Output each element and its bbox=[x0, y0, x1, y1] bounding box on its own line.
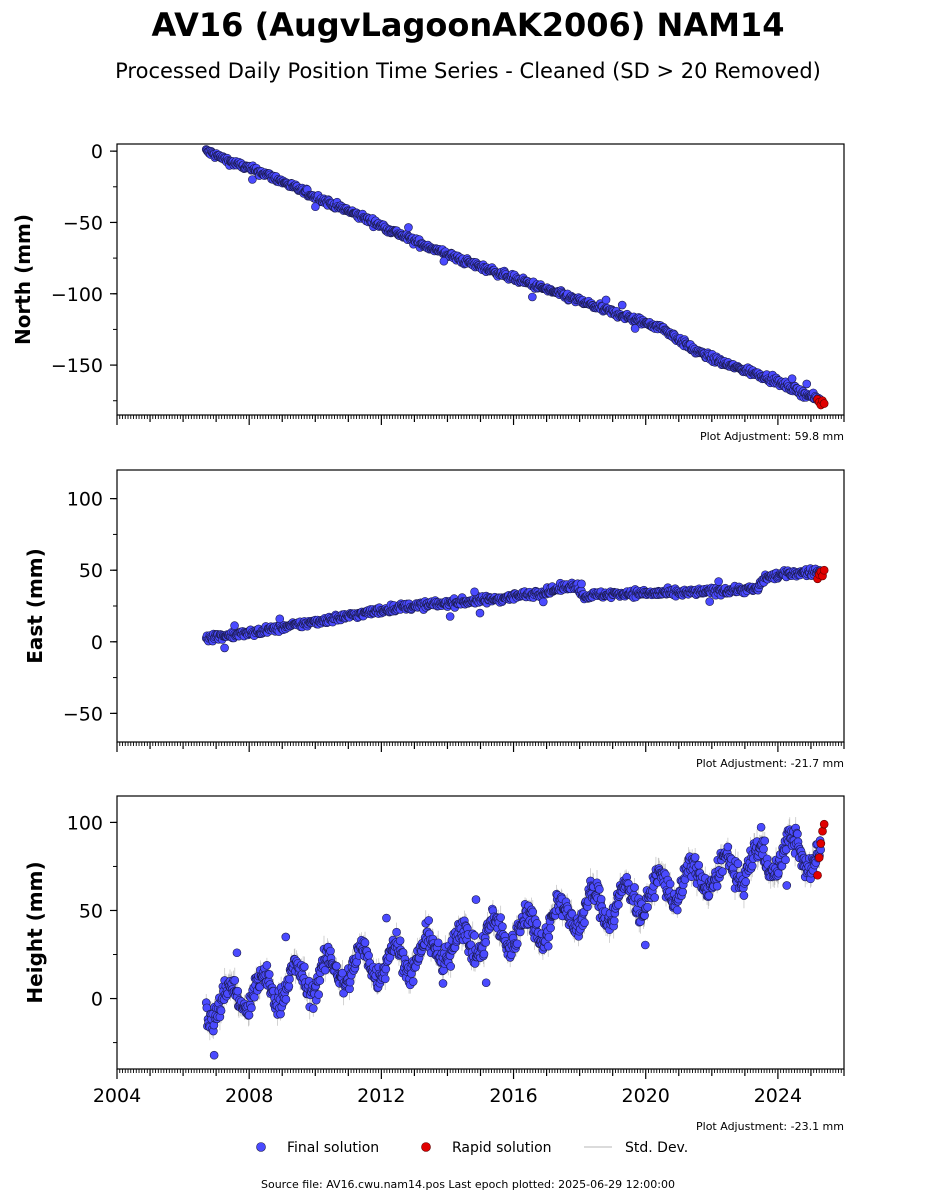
final-point bbox=[802, 379, 812, 389]
final-point bbox=[538, 597, 548, 607]
panel-east: 100 50 0 −50 East (mm) Plot Adjustment: -21.7… bbox=[23, 469, 845, 770]
y-tick-label: 100 bbox=[67, 489, 103, 511]
final-point bbox=[630, 324, 640, 333]
y-tick-label: −50 bbox=[63, 703, 103, 725]
final-point bbox=[528, 292, 537, 302]
rapid-point bbox=[819, 565, 829, 575]
y-tick-label: −50 bbox=[63, 212, 103, 234]
final-point bbox=[275, 614, 285, 624]
panel-marks bbox=[201, 564, 829, 653]
final-point bbox=[714, 577, 723, 586]
rapid-point bbox=[819, 399, 829, 408]
y-axis-label: North (mm) bbox=[11, 214, 35, 345]
rapid-points bbox=[813, 565, 829, 584]
final-point bbox=[617, 300, 627, 310]
final-point bbox=[439, 256, 449, 266]
y-tick-label: 0 bbox=[91, 632, 103, 654]
final-point bbox=[311, 202, 320, 212]
y-tick-label: 50 bbox=[79, 560, 103, 582]
final-point bbox=[220, 643, 229, 653]
final-point bbox=[475, 608, 485, 618]
std-dev-bars bbox=[205, 566, 821, 644]
final-point bbox=[577, 579, 586, 589]
rapid-points bbox=[813, 395, 829, 410]
y-tick-label: 0 bbox=[91, 141, 103, 163]
y-tick-label: −100 bbox=[51, 284, 103, 306]
final-point bbox=[705, 597, 714, 606]
chart-subtitle: Processed Daily Position Time Series - C… bbox=[115, 59, 821, 83]
y-tick-label: −150 bbox=[51, 355, 103, 377]
panel-marks bbox=[201, 145, 829, 410]
final-point bbox=[230, 621, 239, 630]
final-point bbox=[445, 612, 455, 621]
final-points bbox=[201, 564, 825, 653]
final-point bbox=[470, 587, 479, 597]
final-point bbox=[248, 175, 257, 184]
panel-north: 0 −50 −100 −150 North (mm) Plot Adjustment: 5… bbox=[11, 141, 845, 443]
plot-adjustment-note: Plot Adjustment: -21.7 mm bbox=[696, 757, 844, 770]
final-points bbox=[201, 145, 825, 407]
final-point bbox=[404, 223, 413, 232]
y-axis-label: East (mm) bbox=[23, 548, 47, 664]
panel-marks bbox=[201, 817, 829, 1060]
final-point bbox=[601, 295, 611, 305]
plot-frame bbox=[116, 143, 845, 416]
final-point bbox=[787, 374, 797, 383]
panels: 0 −50 −100 −150 North (mm) Plot Adjustment: 5… bbox=[11, 141, 845, 1133]
chart-title: AV16 (AugvLagoonAK2006) NAM14 bbox=[152, 6, 785, 44]
plot-adjustment-note: Plot Adjustment: 59.8 mm bbox=[700, 430, 844, 443]
